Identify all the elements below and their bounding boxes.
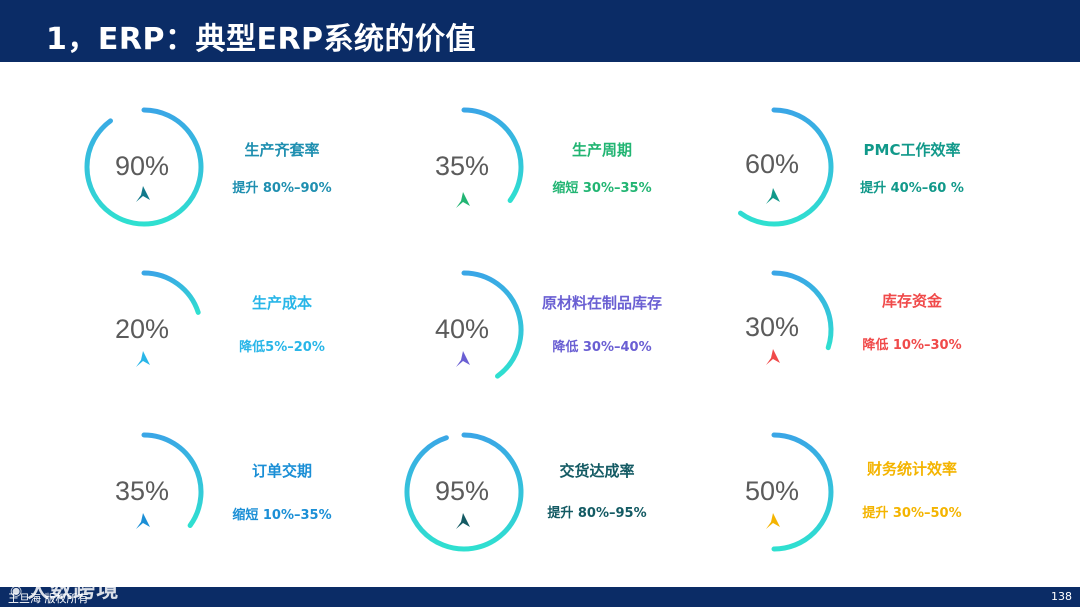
metric-percent: 95% xyxy=(434,476,490,506)
arrow-icon xyxy=(456,351,470,367)
progress-arc xyxy=(461,270,524,379)
metric-percent: 20% xyxy=(114,314,170,344)
arrow-icon xyxy=(136,186,150,202)
metric-percent: 30% xyxy=(744,312,800,342)
metric-label: 交货达成率 xyxy=(559,462,635,480)
metric-sub: 降低 30%–40% xyxy=(552,340,652,355)
progress-ring xyxy=(404,432,524,552)
metric-card: 35% 生产周期 缩短 30%–35% xyxy=(402,105,702,235)
watermark-logo-icon: ◉ xyxy=(10,583,24,599)
metric-sub: 提升 80%–95% xyxy=(547,506,647,521)
progress-arc xyxy=(141,432,204,529)
progress-ring xyxy=(461,270,524,379)
arrow-icon xyxy=(766,349,780,365)
metric-percent: 35% xyxy=(114,476,170,506)
slide-title: 1，ERP：典型ERP系统的价值 xyxy=(46,22,477,57)
metric-percent: 50% xyxy=(744,476,800,506)
metric-percent: 90% xyxy=(114,151,170,181)
metric-label: 生产周期 xyxy=(571,141,632,159)
metric-card: 60% PMC工作效率 提升 40%–60 % xyxy=(712,105,1012,235)
metric-label: 原材料在制品库存 xyxy=(541,294,662,312)
metric-card: 40% 原材料在制品库存 降低 30%–40% xyxy=(402,268,702,398)
metric-sub: 降低 10%–30% xyxy=(862,338,962,353)
metric-label: PMC工作效率 xyxy=(863,141,961,159)
metric-card: 95% 交货达成率 提升 80%–95% xyxy=(402,430,702,560)
metric-card: 35% 订单交期 缩短 10%–35% xyxy=(82,430,382,560)
metric-sub: 提升 40%–60 % xyxy=(860,181,964,196)
progress-arc xyxy=(141,270,201,315)
metric-card: 90% 生产齐套率 提升 80%–90% xyxy=(82,105,382,235)
metric-label: 生产成本 xyxy=(251,294,312,312)
slide-header: 1，ERP：典型ERP系统的价值 xyxy=(0,0,1080,62)
progress-arc xyxy=(771,432,834,552)
metric-label: 财务统计效率 xyxy=(866,460,957,478)
progress-ring xyxy=(461,107,524,204)
arrow-icon xyxy=(456,513,470,529)
metric-percent: 60% xyxy=(744,149,800,179)
metric-sub: 提升 80%–90% xyxy=(232,181,332,196)
metric-card: 30% 库存资金 降低 10%–30% xyxy=(712,268,1012,398)
progress-ring xyxy=(771,270,834,351)
metric-sub: 缩短 10%–35% xyxy=(232,508,332,523)
watermark-text: 大数跨境 xyxy=(27,578,120,603)
progress-ring xyxy=(737,107,834,227)
slide-footer: 王旦海 版权所有 138 xyxy=(0,587,1080,607)
metric-sub: 缩短 30%–35% xyxy=(552,181,652,196)
progress-arc xyxy=(84,107,204,227)
progress-arc xyxy=(737,107,834,227)
metric-percent: 40% xyxy=(434,314,490,344)
metric-sub: 提升 30%–50% xyxy=(862,506,962,521)
metric-label: 订单交期 xyxy=(251,462,312,480)
metric-percent: 35% xyxy=(434,151,490,181)
progress-arc xyxy=(461,107,524,204)
metric-card: 20% 生产成本 降低5%–20% xyxy=(82,268,382,398)
arrow-icon xyxy=(766,188,780,204)
watermark: ◉ 大数跨境 xyxy=(10,572,119,604)
progress-ring xyxy=(141,270,201,315)
arrow-icon xyxy=(136,351,150,367)
progress-ring xyxy=(771,432,834,552)
arrow-icon xyxy=(456,192,470,208)
metric-card: 50% 财务统计效率 提升 30%–50% xyxy=(712,430,1012,560)
metric-sub: 降低5%–20% xyxy=(239,340,325,355)
page-number: 138 xyxy=(1051,590,1072,603)
progress-ring xyxy=(84,107,204,227)
progress-arc xyxy=(404,432,524,552)
arrow-icon xyxy=(136,513,150,529)
progress-arc xyxy=(771,270,834,351)
metric-label: 库存资金 xyxy=(881,292,942,310)
arrow-icon xyxy=(766,513,780,529)
metric-label: 生产齐套率 xyxy=(244,141,320,159)
footer-credit: 王旦海 版权所有 xyxy=(8,592,89,605)
progress-ring xyxy=(141,432,204,529)
